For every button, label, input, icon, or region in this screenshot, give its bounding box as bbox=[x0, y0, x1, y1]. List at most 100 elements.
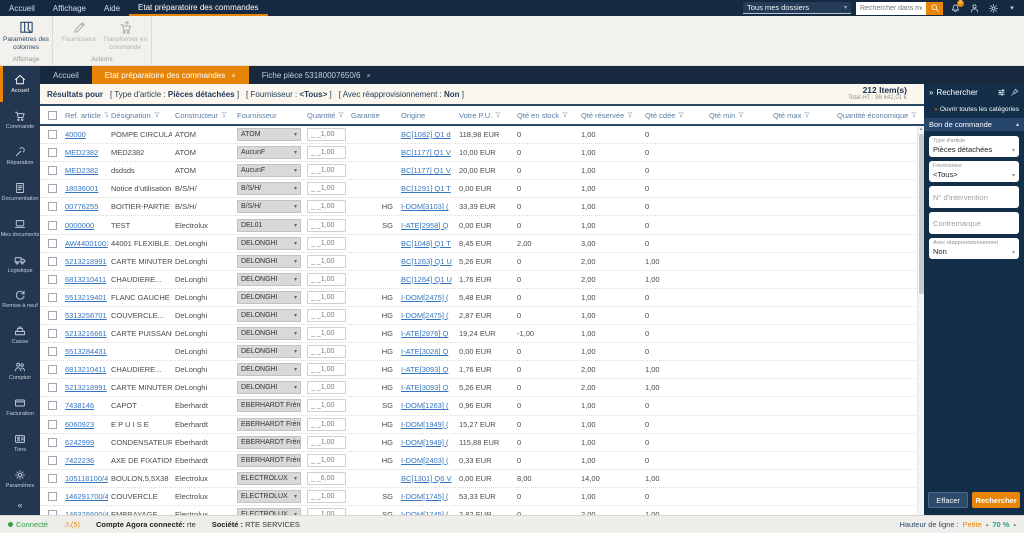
column-header-votre-p-u[interactable]: Votre P.U. bbox=[456, 106, 514, 124]
ref-article-link[interactable]: 5513219401 bbox=[65, 292, 107, 302]
row-checkbox[interactable] bbox=[48, 437, 57, 447]
vertical-scrollbar[interactable]: ▴ bbox=[917, 126, 924, 515]
fournisseur-select[interactable]: DEL01 ▾ bbox=[237, 218, 301, 232]
field-avec-reapprovisionnement[interactable]: Avec réapprovisionnement Non ▾ bbox=[929, 238, 1019, 259]
quantite-input[interactable]: _ _1,00 bbox=[307, 182, 346, 196]
quantite-input[interactable]: _ _1,00 bbox=[307, 417, 346, 431]
pin-icon[interactable] bbox=[1010, 88, 1019, 97]
field-type-d-article[interactable]: Type d'article Pièces détachées ▾ bbox=[929, 136, 1019, 157]
fournisseur-select[interactable]: DELONGHI ▾ bbox=[237, 272, 301, 286]
row-checkbox[interactable] bbox=[48, 329, 57, 339]
quantite-input[interactable]: _ _1,00 bbox=[307, 272, 346, 286]
quantite-input[interactable]: _ _1,00 bbox=[307, 146, 346, 160]
ref-article-link[interactable]: 7422236 bbox=[65, 455, 95, 465]
sidebar-item-reparation[interactable]: Réparation bbox=[0, 138, 40, 174]
column-header-garantie[interactable]: Garantie bbox=[348, 106, 398, 124]
filter-funnel-icon[interactable] bbox=[154, 112, 160, 118]
sidebar-collapse-button[interactable]: « bbox=[17, 500, 23, 511]
fournisseur-select[interactable]: ELECTROLUX ▾ bbox=[237, 508, 301, 515]
search-submit-button[interactable]: Rechercher bbox=[972, 492, 1020, 508]
row-checkbox[interactable] bbox=[48, 292, 57, 302]
quantite-input[interactable]: _ _1,00 bbox=[307, 200, 346, 214]
origine-link[interactable]: BC[1177] Q1 V bbox=[401, 166, 451, 176]
filter-funnel-icon[interactable] bbox=[911, 112, 916, 118]
column-header-qte-en-stock[interactable]: Qté en stock bbox=[514, 106, 578, 124]
search-input[interactable] bbox=[856, 1, 926, 15]
filter-funnel-icon[interactable] bbox=[738, 112, 744, 118]
row-checkbox[interactable] bbox=[48, 455, 57, 465]
sidebar-item-documentation[interactable]: Documentation bbox=[0, 174, 40, 210]
close-icon[interactable]: × bbox=[231, 70, 236, 80]
field-n-d-intervention[interactable]: N° d'intervention bbox=[929, 186, 1019, 208]
origine-link[interactable]: I-ATE[2958] Q bbox=[401, 220, 449, 230]
row-checkbox[interactable] bbox=[48, 347, 57, 357]
sidebar-item-facturation[interactable]: Facturation bbox=[0, 389, 40, 425]
ref-article-link[interactable]: 5313256701 bbox=[65, 310, 107, 320]
quantite-input[interactable]: _ _1,00 bbox=[307, 381, 346, 395]
ref-article-link[interactable]: 00776255 bbox=[65, 202, 99, 212]
origine-link[interactable]: I-ATE[3093] Q bbox=[401, 365, 449, 375]
fournisseur-select[interactable]: ELECTROLUX ▾ bbox=[237, 471, 301, 485]
sidebar-item-comptoir[interactable]: Comptoir bbox=[0, 353, 40, 389]
column-header-fournisseur[interactable]: Fournisseur bbox=[234, 106, 304, 124]
ref-article-link[interactable]: 0000000 bbox=[65, 220, 95, 230]
section-bon-de-commande[interactable]: Bon de commande ▴ bbox=[924, 118, 1024, 131]
origine-link[interactable]: I-DOM[3103] ( bbox=[401, 202, 449, 212]
quantite-input[interactable]: _ _1,00 bbox=[307, 128, 346, 142]
ref-article-link[interactable]: 146291700/4 bbox=[65, 491, 108, 501]
fournisseur-select[interactable]: AucunF ▾ bbox=[237, 146, 301, 160]
quantite-input[interactable]: _ _1,00 bbox=[307, 308, 346, 322]
row-checkbox[interactable] bbox=[48, 166, 57, 176]
fournisseur-select[interactable]: B/S/H/ ▾ bbox=[237, 200, 301, 214]
origine-link[interactable]: BC[1291] Q1 T bbox=[401, 184, 451, 194]
collapse-topbar-button[interactable]: ▾ bbox=[1005, 0, 1019, 16]
filter-funnel-icon[interactable] bbox=[104, 112, 108, 118]
column-header-qte-cdee[interactable]: Qté cdée bbox=[642, 106, 706, 124]
fournisseur-select[interactable]: DELONGHI ▾ bbox=[237, 290, 301, 304]
origine-link[interactable]: BC[1082] Q1 d bbox=[401, 130, 451, 140]
column-header-quantite-economique[interactable]: Quantité économique bbox=[834, 106, 916, 124]
origine-link[interactable]: I-ATE[3093] Q bbox=[401, 383, 449, 393]
quantite-input[interactable]: _ _1,00 bbox=[307, 164, 346, 178]
sidebar-item-mes-documents[interactable]: Mes documents bbox=[0, 210, 40, 246]
origine-link[interactable]: I-DOM[1745] ( bbox=[401, 491, 449, 501]
fournisseur-select[interactable]: DELONGHI ▾ bbox=[237, 363, 301, 377]
fournisseur-select[interactable]: DELONGHI ▾ bbox=[237, 381, 301, 395]
row-checkbox[interactable] bbox=[48, 365, 57, 375]
quantite-input[interactable]: _ _1,00 bbox=[307, 254, 346, 268]
filter-funnel-icon[interactable] bbox=[221, 112, 227, 118]
ref-article-link[interactable]: 105118100/4 bbox=[65, 473, 108, 483]
tab-fiche-piece-53180007650-6[interactable]: Fiche pièce 53180007650/6 × bbox=[249, 66, 384, 84]
row-checkbox[interactable] bbox=[48, 148, 57, 158]
row-checkbox[interactable] bbox=[48, 130, 57, 140]
fournisseur-select[interactable]: EBERHARDT Frères▾ bbox=[237, 399, 301, 413]
fournisseur-select[interactable]: DELONGHI ▾ bbox=[237, 236, 301, 250]
ref-article-link[interactable]: MED2382 bbox=[65, 148, 99, 158]
quantite-input[interactable]: _ _1,00 bbox=[307, 327, 346, 341]
fournisseur-select[interactable]: AucunF ▾ bbox=[237, 164, 301, 178]
sidebar-item-accueil[interactable]: Accueil bbox=[0, 66, 40, 102]
tab-accueil[interactable]: Accueil bbox=[40, 66, 92, 84]
settings-button[interactable] bbox=[986, 0, 1000, 16]
sidebar-item-tiers[interactable]: Tiers bbox=[0, 425, 40, 461]
column-header-designation[interactable]: Désignation bbox=[108, 106, 172, 124]
fournisseur-select[interactable]: EBERHARDT Frères▾ bbox=[237, 435, 301, 449]
origine-link[interactable]: BC[1301] Q6 V bbox=[401, 473, 452, 483]
column-header-qte-max[interactable]: Qté max bbox=[770, 106, 834, 124]
column-header-qte-reservee[interactable]: Qté réservée bbox=[578, 106, 642, 124]
quantite-input[interactable]: _ _6,00 bbox=[307, 471, 346, 485]
origine-link[interactable]: I-DOM[1263] ( bbox=[401, 401, 449, 411]
ref-article-link[interactable]: MED2382 bbox=[65, 166, 99, 176]
clear-button[interactable]: Effacer bbox=[928, 492, 969, 508]
sidebar-item-remise-a-neuf[interactable]: Remise à neuf bbox=[0, 282, 40, 318]
column-header-quantite[interactable]: Quantité bbox=[304, 106, 348, 124]
quantite-input[interactable]: _ _1,00 bbox=[307, 489, 346, 503]
filter-funnel-icon[interactable] bbox=[627, 112, 633, 118]
fournisseur-select[interactable]: DELONGHI ▾ bbox=[237, 308, 301, 322]
ref-article-link[interactable]: 5213218991 bbox=[65, 256, 107, 266]
select-all-checkbox[interactable] bbox=[48, 110, 57, 120]
filter-funnel-icon[interactable] bbox=[804, 112, 810, 118]
ribbon-button-parametres-des-colonnes[interactable]: Paramètres des colonnes bbox=[3, 17, 49, 52]
quantite-input[interactable]: _ _1,00 bbox=[307, 363, 346, 377]
open-all-categories-link[interactable]: » Ouvrir toutes les catégories bbox=[934, 106, 1019, 113]
